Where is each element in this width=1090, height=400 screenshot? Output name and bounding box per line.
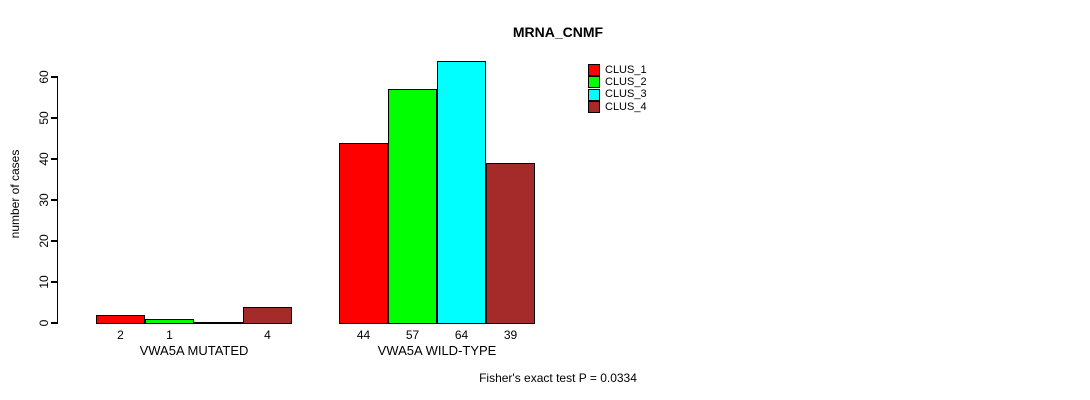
bar bbox=[145, 318, 194, 324]
bar bbox=[388, 89, 437, 324]
legend-swatch-icon bbox=[588, 64, 600, 77]
y-axis-tick bbox=[50, 76, 57, 78]
y-axis-tick bbox=[50, 240, 57, 242]
legend-swatch-icon bbox=[588, 88, 600, 101]
bar-value-label: 64 bbox=[454, 328, 469, 342]
bar-value-label: 57 bbox=[405, 328, 420, 342]
y-tick-label: 10 bbox=[37, 275, 51, 289]
stat-annotation: Fisher's exact test P = 0.0334 bbox=[479, 371, 637, 385]
legend-label: CLUS_3 bbox=[605, 88, 647, 101]
axis-baseline bbox=[96, 322, 292, 324]
bar-value-label: 2 bbox=[117, 328, 124, 342]
y-tick-label: 20 bbox=[37, 234, 51, 248]
y-axis-tick bbox=[50, 322, 57, 324]
y-tick-label: 50 bbox=[37, 111, 51, 125]
bar-value-label: 39 bbox=[503, 328, 518, 342]
bar-value-label: 4 bbox=[264, 328, 271, 342]
legend-swatch-icon bbox=[588, 101, 600, 114]
bar bbox=[437, 60, 486, 324]
legend-item: CLUS_3 bbox=[588, 88, 647, 101]
legend-item: CLUS_4 bbox=[588, 100, 647, 114]
y-tick-label: 30 bbox=[37, 193, 51, 207]
bar bbox=[486, 163, 535, 324]
group-label: VWA5A MUTATED bbox=[139, 343, 249, 358]
y-tick-label: 0 bbox=[37, 319, 51, 327]
bar-value-label: 44 bbox=[356, 328, 371, 342]
y-tick-label: 60 bbox=[37, 70, 51, 84]
chart-title: MRNA_CNMF bbox=[512, 24, 604, 40]
bar bbox=[243, 306, 292, 324]
bar-value-label: 1 bbox=[166, 328, 173, 342]
y-axis-tick bbox=[50, 117, 57, 119]
legend-item: CLUS_2 bbox=[588, 75, 647, 89]
bar bbox=[96, 314, 145, 324]
y-axis-tick bbox=[50, 158, 57, 160]
y-axis-line bbox=[56, 76, 58, 324]
legend-label: CLUS_2 bbox=[605, 75, 647, 88]
y-axis-tick bbox=[50, 199, 57, 201]
bar bbox=[339, 142, 388, 324]
legend-item: CLUS_1 bbox=[588, 63, 647, 77]
legend-label: CLUS_1 bbox=[605, 63, 647, 76]
y-axis-tick bbox=[50, 281, 57, 283]
legend: CLUS_1 CLUS_2 CLUS_3 CLUS_4 bbox=[588, 63, 647, 114]
legend-label: CLUS_4 bbox=[605, 100, 647, 113]
y-tick-label: 40 bbox=[37, 152, 51, 166]
legend-swatch-icon bbox=[588, 76, 600, 89]
group-label: VWA5A WILD-TYPE bbox=[377, 343, 497, 358]
